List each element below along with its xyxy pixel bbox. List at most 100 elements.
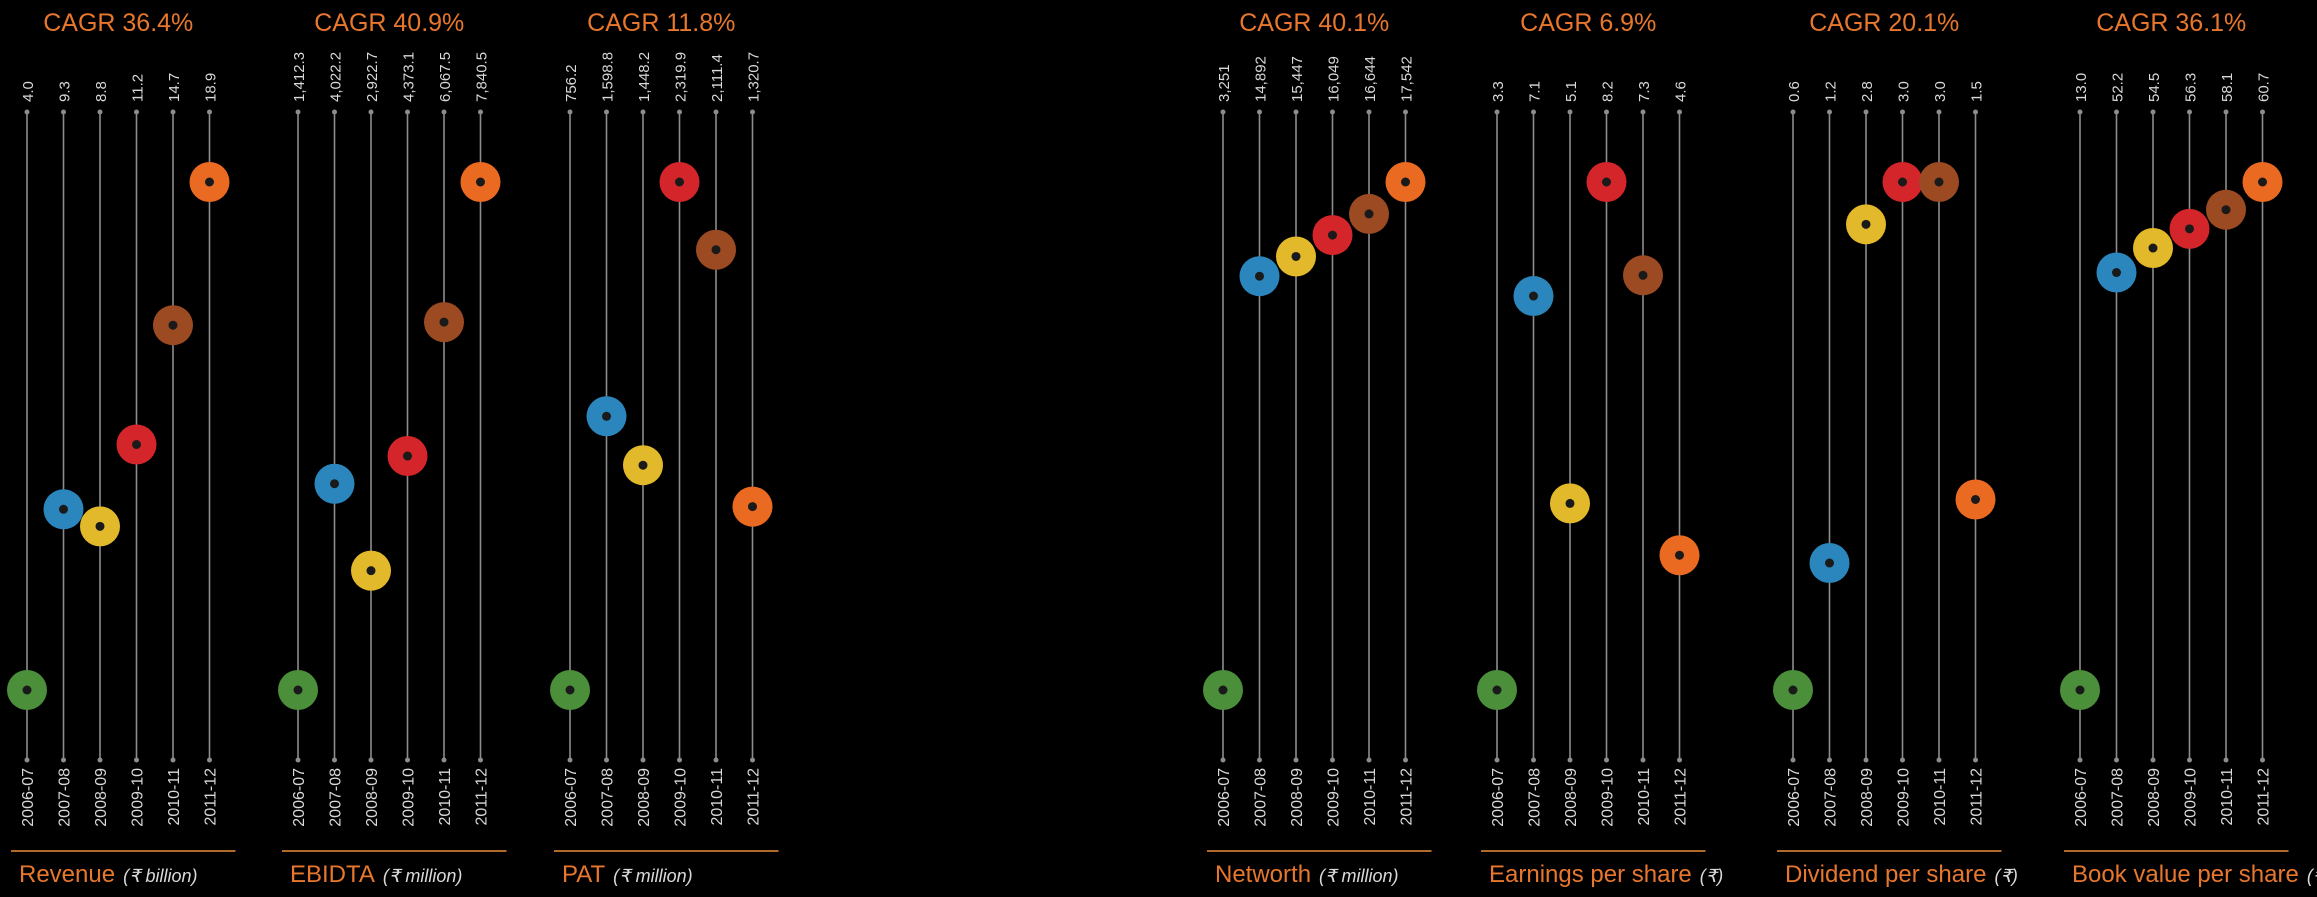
data-point-center — [1825, 558, 1834, 568]
metric-name: Book value per share — [2072, 861, 2299, 888]
year-tick-label: 2006-07 — [1490, 768, 1507, 827]
year-tick-label: 2009-10 — [130, 768, 147, 827]
metric-name: PAT — [562, 861, 605, 888]
stem-bottom-marker — [1827, 757, 1832, 763]
data-label: 0.6 — [1786, 81, 1803, 102]
cagr-label: CAGR 36.4% — [43, 9, 193, 37]
data-point-center — [1898, 177, 1907, 187]
metric-caption: EBIDTA (₹ million) — [290, 861, 462, 888]
stem-bottom-marker — [441, 757, 447, 763]
cagr-label: CAGR 40.1% — [1239, 9, 1389, 37]
metric-unit: (₹ million) — [383, 866, 462, 886]
stem-bottom-marker — [604, 757, 609, 763]
metric-unit: (₹ million) — [1319, 866, 1398, 886]
stem-top-marker — [478, 109, 483, 115]
year-tick-label: 2008-09 — [2146, 768, 2163, 827]
stem-top-marker — [1604, 109, 1609, 115]
data-label: 14,892 — [1253, 56, 1270, 102]
stem-bottom-marker — [207, 757, 212, 763]
cagr-label: CAGR 11.8% — [587, 9, 735, 37]
stem-top-marker — [1567, 109, 1573, 115]
chart-panel: CAGR 11.8% 756.2 2006-07 1,598.8 2007-08 1,44… — [550, 9, 779, 888]
data-label: 3.3 — [1490, 81, 1507, 102]
data-label: 7.3 — [1636, 81, 1653, 102]
stem-bottom-marker — [1936, 757, 1942, 763]
stem-bottom-marker — [1604, 757, 1609, 763]
data-label: 1,412.3 — [291, 52, 308, 102]
data-label: 4,373.1 — [401, 52, 418, 102]
year-tick-label: 2007-08 — [1527, 768, 1544, 827]
stem-top-marker — [1900, 109, 1905, 115]
year-tick-label: 2006-07 — [20, 768, 37, 827]
stem-top-marker — [713, 109, 719, 115]
data-point-center — [675, 177, 684, 187]
stem-bottom-marker — [1531, 757, 1536, 763]
data-point-center — [366, 566, 376, 576]
data-point-center — [1602, 177, 1611, 187]
year-tick-label: 2008-09 — [1289, 768, 1306, 827]
stem-top-marker — [677, 109, 682, 115]
data-point-center — [1364, 209, 1374, 219]
stem-top-marker — [295, 109, 301, 115]
stem-bottom-marker — [368, 757, 374, 763]
data-point-center — [168, 320, 178, 330]
year-tick-label: 2011-12 — [746, 768, 763, 826]
stem-bottom-marker — [1366, 757, 1372, 763]
chart-panel: CAGR 36.4% 4.0 2006-07 9.3 2007-08 8.8 2008-09… — [7, 9, 236, 888]
stem-bottom-marker — [1293, 757, 1299, 763]
data-point-center — [1675, 550, 1684, 560]
stem-top-marker — [2077, 109, 2083, 115]
data-point-center — [330, 479, 339, 489]
stem-top-marker — [1531, 109, 1536, 115]
stem-top-marker — [97, 109, 103, 115]
stem-bottom-marker — [1790, 757, 1796, 763]
stem-bottom-marker — [134, 757, 139, 763]
data-point-center — [1291, 251, 1301, 261]
stem-top-marker — [332, 109, 337, 115]
year-tick-label: 2010-11 — [437, 768, 454, 826]
year-tick-label: 2010-11 — [709, 768, 726, 826]
stem-top-marker — [567, 109, 573, 115]
data-point-center — [1934, 177, 1944, 187]
data-label: 2.8 — [1859, 81, 1876, 102]
stem-top-marker — [2150, 109, 2156, 115]
stem-bottom-marker — [1567, 757, 1573, 763]
stem-top-marker — [1494, 109, 1500, 115]
stem-top-marker — [750, 109, 755, 115]
year-tick-label: 2007-08 — [600, 768, 617, 827]
cagr-label: CAGR 40.9% — [314, 9, 464, 37]
data-label: 1.2 — [1823, 81, 1840, 102]
data-label: 1.5 — [1969, 81, 1986, 102]
data-point-center — [132, 440, 141, 450]
metric-unit: (₹) — [1700, 866, 1723, 886]
year-tick-label: 2011-12 — [203, 768, 220, 826]
stem-top-marker — [1936, 109, 1942, 115]
year-tick-label: 2007-08 — [1253, 768, 1270, 827]
stem-bottom-marker — [677, 757, 682, 763]
data-point-center — [95, 521, 105, 531]
stem-top-marker — [640, 109, 646, 115]
data-point-center — [1401, 177, 1410, 187]
year-tick-label: 2010-11 — [1362, 768, 1379, 826]
stem-bottom-marker — [2187, 757, 2192, 763]
metric-name: Networth — [1215, 861, 1311, 888]
data-point-center — [205, 177, 214, 187]
stem-top-marker — [207, 109, 212, 115]
year-tick-label: 2006-07 — [563, 768, 580, 827]
stem-top-marker — [1403, 109, 1408, 115]
stem-top-marker — [1790, 109, 1796, 115]
cagr-label: CAGR 36.1% — [2096, 9, 2246, 37]
year-tick-label: 2010-11 — [1636, 768, 1653, 826]
cagr-label: CAGR 20.1% — [1809, 9, 1959, 37]
data-label: 1,598.8 — [600, 52, 617, 102]
stem-top-marker — [1677, 109, 1682, 115]
data-point-center — [1218, 685, 1228, 695]
year-tick-label: 2011-12 — [474, 768, 491, 826]
chart-panel: CAGR 20.1% 0.6 2006-07 1.2 2007-08 2.8 2008-09… — [1773, 9, 2018, 888]
data-label: 60.7 — [2256, 73, 2273, 102]
stem-top-marker — [368, 109, 374, 115]
year-tick-label: 2009-10 — [673, 768, 690, 827]
stem-bottom-marker — [1973, 757, 1978, 763]
year-tick-label: 2006-07 — [1216, 768, 1233, 827]
